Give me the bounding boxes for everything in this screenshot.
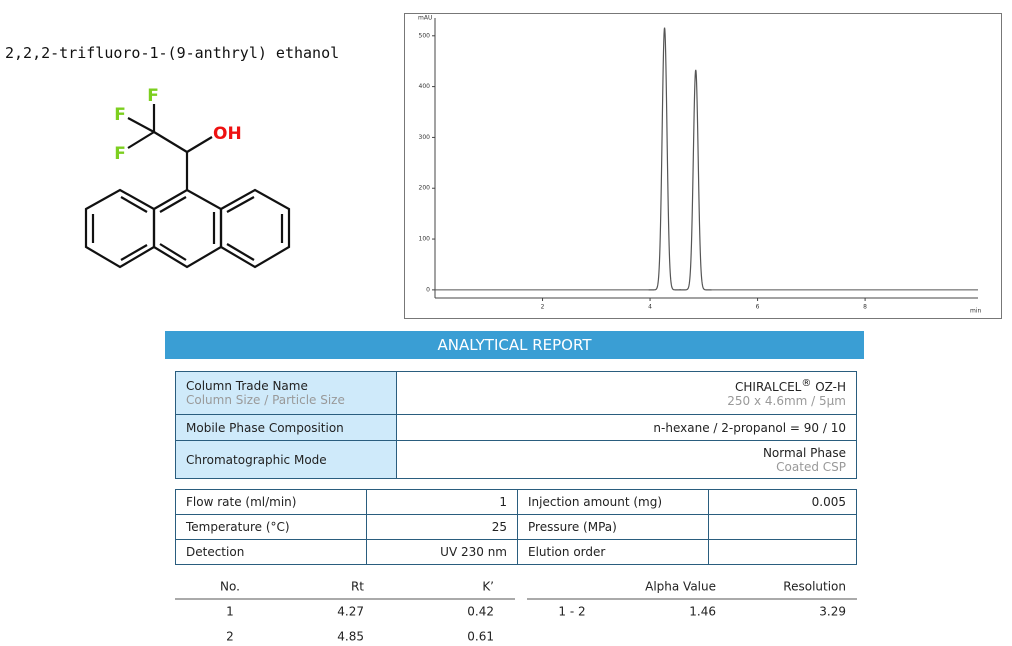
row: Mobile Phase Composition n-hexane / 2-pr… [175,414,857,441]
x-tick-label: 2 [541,304,545,311]
structure: F F F OH [84,86,291,269]
subvalue: 250 x 4.6mm / 5µm [727,394,846,408]
peak [679,69,712,291]
cell: 4.27 [337,605,364,619]
subvalue: Coated CSP [776,459,846,474]
column-header: Alpha Value [645,580,716,594]
x-axis-label: min [970,308,982,315]
label: Column Trade Name [186,379,308,393]
conditions-table: Flow rate (ml/min) 1 Injection amount (mg)… [175,489,857,565]
y-tick-label: 200 [419,185,431,192]
cell: Elution order [517,539,709,565]
row: Temperature (°C) 25 Pressure (MPa) [175,514,857,540]
peak [648,27,681,291]
x-tick-label: 6 [756,304,760,311]
atom-label: F [114,144,126,164]
chromatogram: mAU min 0 100 200 300 400 500 2 4 6 8 [404,13,1002,319]
column-name: CHIRALCEL [735,380,802,394]
atom-label: F [114,105,126,125]
cell [708,539,857,565]
cell: Column Trade Name Column Size / Particle… [175,371,397,415]
value: CHIRALCEL® OZ-H [407,378,846,394]
cell: 25 [366,514,518,540]
cell: UV 230 nm [366,539,518,565]
column-header: Rt [351,580,364,594]
cell: 1 - 2 [558,605,585,619]
cell: Normal Phase Coated CSP [396,440,857,479]
compound-name: 2,2,2-trifluoro-1-(9-anthryl) ethanol [5,44,340,62]
y-tick-label: 100 [419,236,431,243]
bonds [84,104,291,269]
cell: 0.42 [467,605,494,619]
cell: 4.85 [337,630,364,644]
cell: Mobile Phase Composition [175,414,397,441]
cell [708,514,857,540]
sublabel: Column Size / Particle Size [186,393,345,407]
cell: Chromatographic Mode [175,440,397,479]
x-tick-label: 4 [648,304,652,311]
y-tick-label: 0 [426,286,430,293]
atom-label: OH [213,124,242,144]
column-header: K’ [482,580,494,594]
cell: 1.46 [689,605,716,619]
cell: Injection amount (mg) [517,489,709,515]
y-tick-label: 300 [419,134,431,141]
row: Column Trade Name Column Size / Particle… [175,371,857,415]
cell: 0.61 [467,630,494,644]
row: Flow rate (ml/min) 1 Injection amount (mg)… [175,489,857,515]
row: Detection UV 230 nm Elution order [175,539,857,565]
column-table: Column Trade Name Column Size / Particle… [175,371,857,479]
atom-label: F [147,86,159,106]
cell: 1 [366,489,518,515]
cell: 2 [226,630,234,644]
column-header: Resolution [783,580,846,594]
cell: Temperature (°C) [175,514,367,540]
cell: Flow rate (ml/min) [175,489,367,515]
x-tick-label: 8 [863,304,867,311]
column-model: OZ-H [815,380,846,394]
chart-frame [404,13,1002,319]
value: Normal Phase [762,445,846,460]
y-tick-label: 400 [419,83,431,90]
y-axis-label: mAU [418,15,432,22]
cell: n-hexane / 2-propanol = 90 / 10 [396,414,857,441]
cell: Pressure (MPa) [517,514,709,540]
cell: 0.005 [708,489,857,515]
cell: Detection [175,539,367,565]
cell: 3.29 [819,605,846,619]
results: No. Rt K’ Alpha Value Resolution 1 4.27 0.42 2 4.… [175,580,857,644]
cell: 1 [226,605,234,619]
y-tick-label: 500 [419,32,431,39]
mark: ® [801,378,812,389]
report-heading: ANALYTICAL REPORT [165,331,864,359]
row: Chromatographic Mode Normal Phase Coated… [175,440,857,479]
cell: CHIRALCEL® OZ-H 250 x 4.6mm / 5µm [396,371,857,415]
column-header: No. [220,580,240,594]
